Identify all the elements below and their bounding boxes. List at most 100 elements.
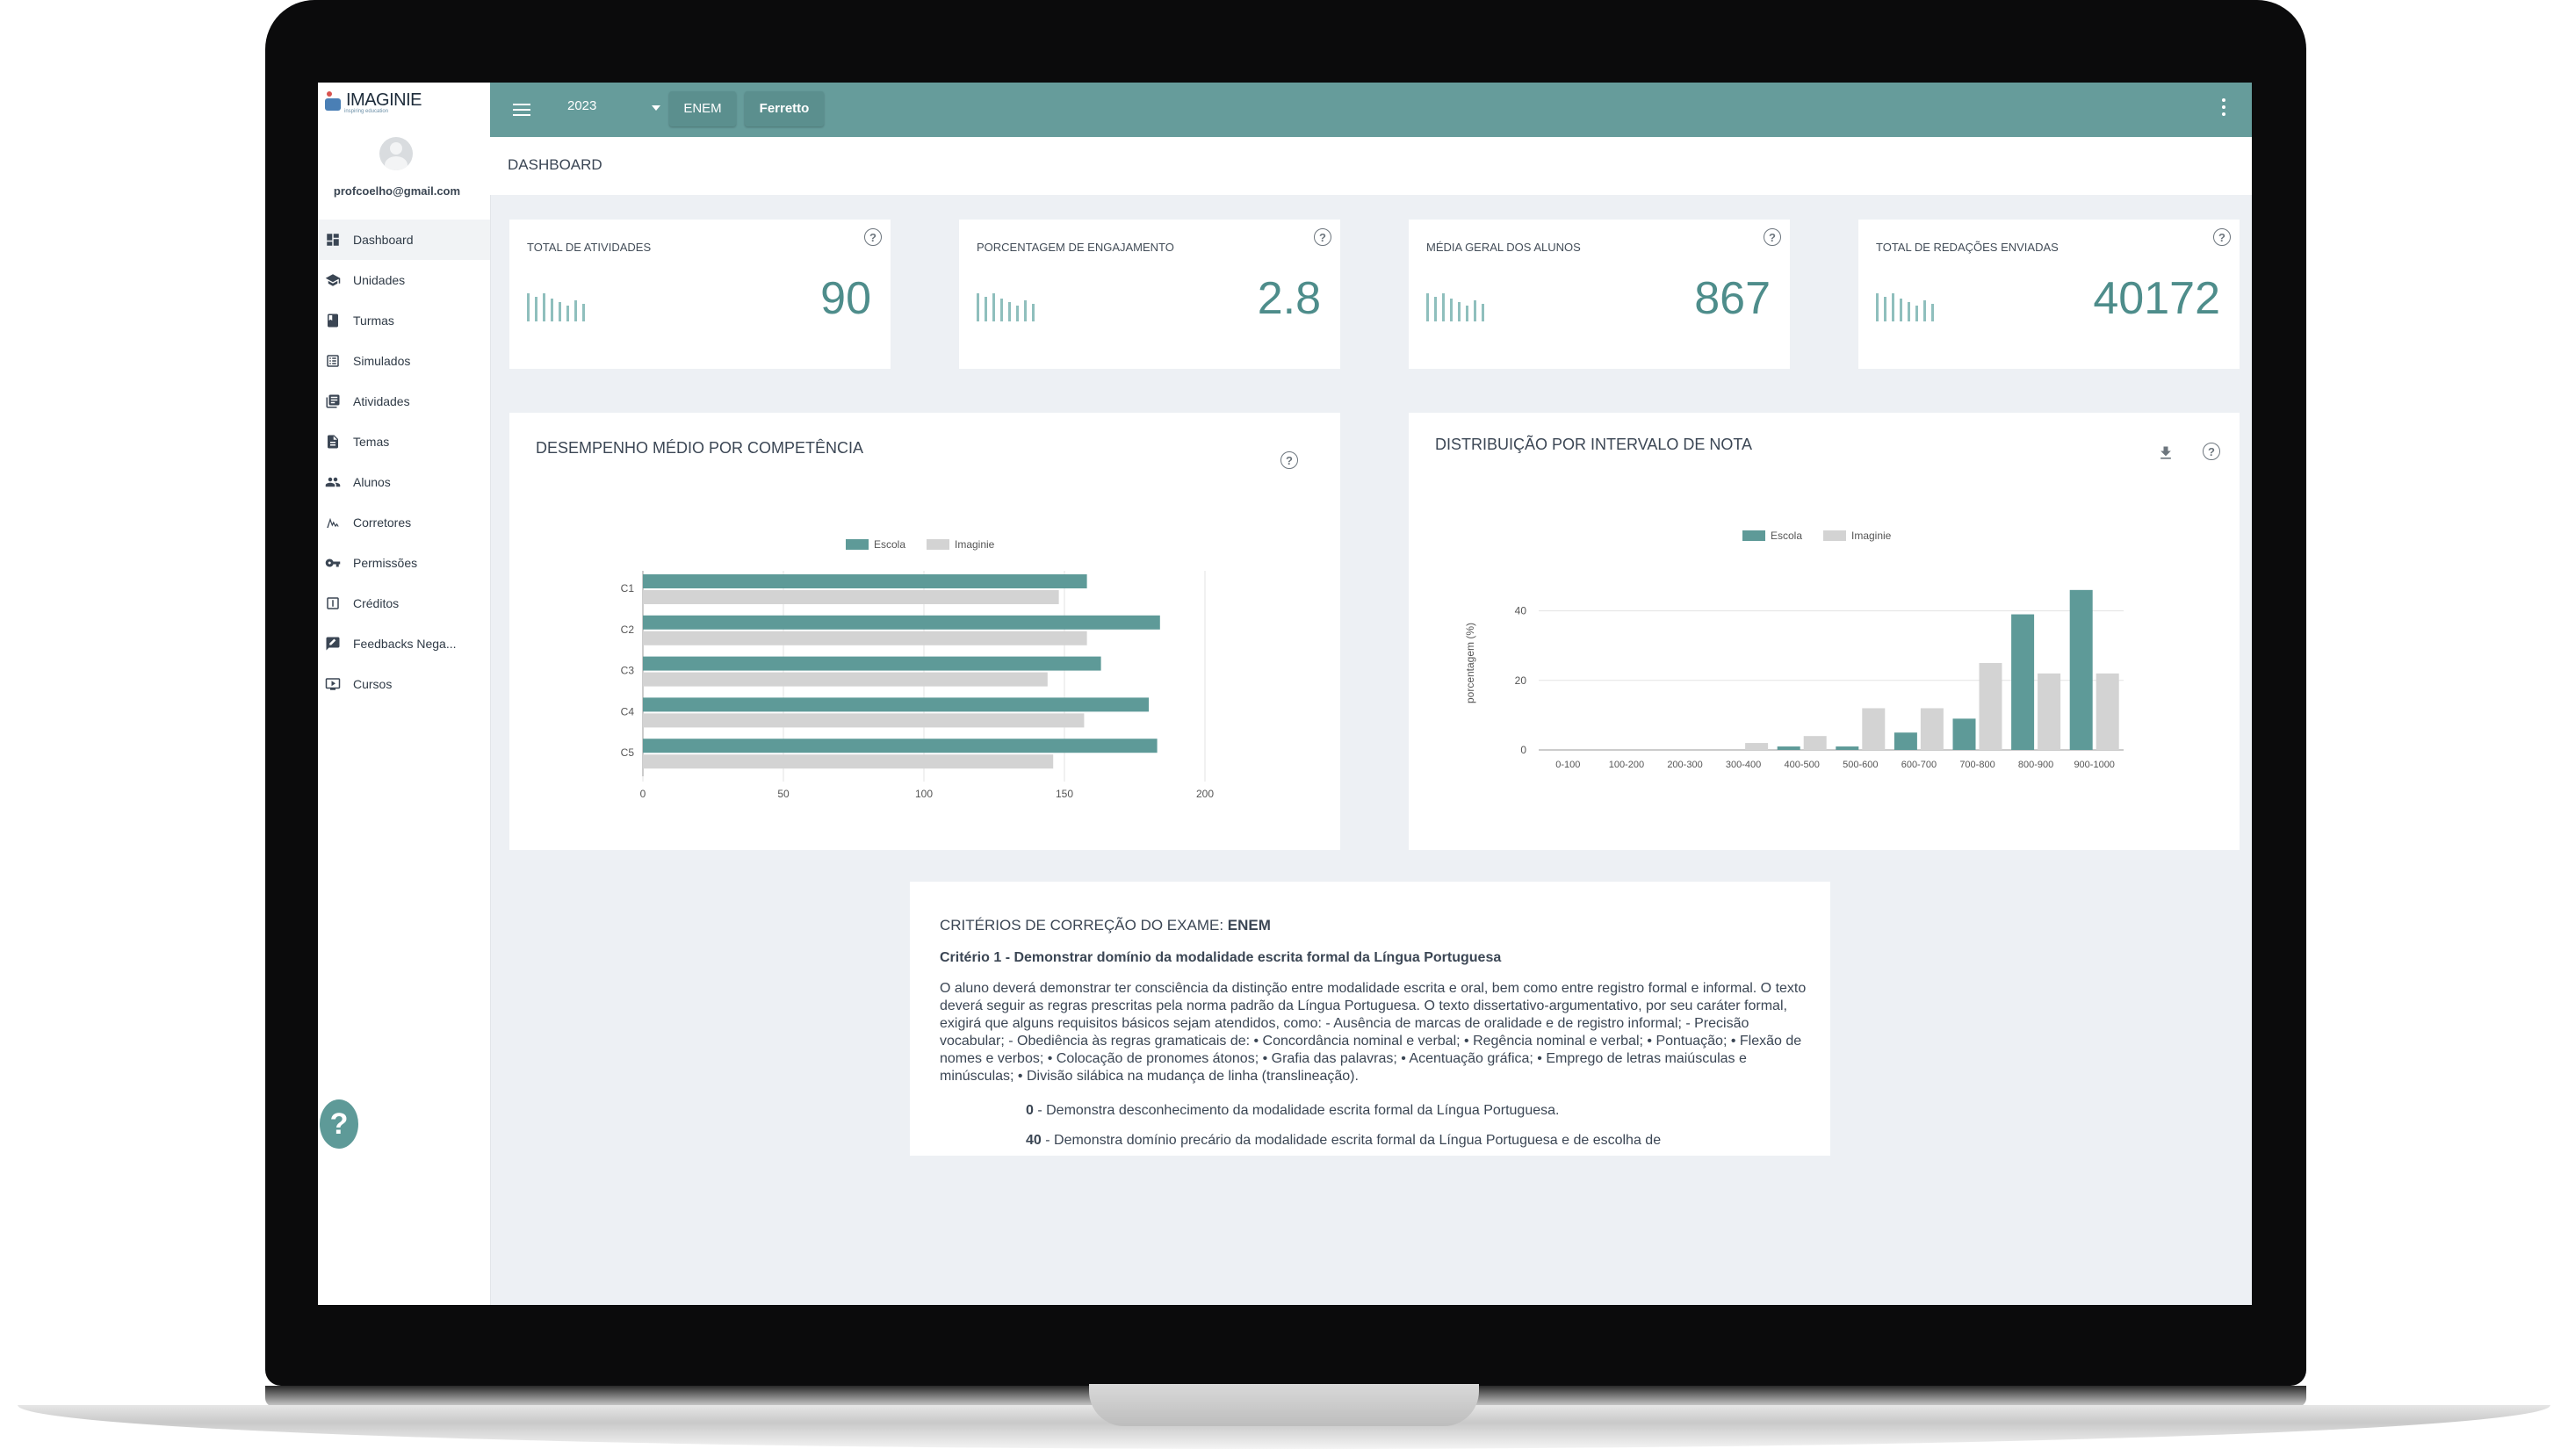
sidebar: IMAGINIE inspiring education profcoelho@… xyxy=(318,83,491,1305)
chart-card-competencia: DESEMPENHO MÉDIO POR COMPETÊNCIA ? Escol… xyxy=(509,413,1340,850)
x-tick-label: 400-500 xyxy=(1785,760,1820,770)
user-email: profcoelho@gmail.com xyxy=(333,184,461,198)
criterion-description: O aluno deverá demonstrar ter consciênci… xyxy=(940,981,1807,1084)
x-tick-label: 50 xyxy=(777,788,790,800)
x-tick-label: 600-700 xyxy=(1901,760,1937,770)
bar-imaginie xyxy=(2038,673,2061,750)
y-tick-label: 20 xyxy=(1515,674,1527,687)
help-circle-icon[interactable]: ? xyxy=(1314,228,1331,246)
menu-icon[interactable] xyxy=(513,100,530,118)
sidebar-item-label: Dashboard xyxy=(353,233,414,247)
chart-card-distribuicao: DISTRIBUIÇÃO POR INTERVALO DE NOTA ? Esc… xyxy=(1409,413,2240,850)
bar-imaginie xyxy=(2096,673,2119,750)
page-header: DASHBOARD xyxy=(490,137,2252,195)
video-icon xyxy=(325,678,341,690)
sparkline-icon xyxy=(1876,292,1939,321)
bar-escola xyxy=(1836,746,1859,750)
sparkline-icon xyxy=(527,292,590,321)
sidebar-item-cursos[interactable]: Cursos xyxy=(318,664,490,704)
document-icon xyxy=(328,435,338,449)
stat-title: MÉDIA GERAL DOS ALUNOS xyxy=(1426,241,1581,254)
x-tick-label: 100 xyxy=(915,788,933,800)
sidebar-item-label: Feedbacks Nega... xyxy=(353,637,457,651)
x-tick-label: 0 xyxy=(640,788,646,800)
sidebar-item-label: Temas xyxy=(353,435,390,449)
sidebar-item-label: Unidades xyxy=(353,273,406,287)
level-text: - Demonstra domínio precário da modalida… xyxy=(1041,1133,1662,1148)
chart-title: DESEMPENHO MÉDIO POR COMPETÊNCIA xyxy=(536,439,864,457)
help-circle-icon[interactable]: ? xyxy=(2213,228,2231,246)
x-tick-label: 100-200 xyxy=(1609,760,1644,770)
sidebar-item-unidades[interactable]: Unidades xyxy=(318,260,490,300)
chart-title: DISTRIBUIÇÃO POR INTERVALO DE NOTA xyxy=(1435,436,1753,453)
app-screen: IMAGINIE inspiring education profcoelho@… xyxy=(318,83,2252,1305)
sidebar-item-atividades[interactable]: Atividades xyxy=(318,381,490,422)
logo[interactable]: IMAGINIE xyxy=(325,91,422,116)
sidebar-item-permissoes[interactable]: Permissões xyxy=(318,543,490,583)
bar-imaginie xyxy=(643,754,1054,769)
stat-value: 40172 xyxy=(2093,273,2220,324)
bar-escola xyxy=(1894,732,1917,750)
sidebar-item-label: Simulados xyxy=(353,354,411,368)
sidebar-item-label: Atividades xyxy=(353,394,410,408)
sidebar-item-creditos[interactable]: Créditos xyxy=(318,583,490,623)
download-icon[interactable] xyxy=(2157,443,2175,464)
stat-value: 90 xyxy=(820,273,871,324)
bar-escola xyxy=(2011,614,2035,750)
help-circle-icon[interactable]: ? xyxy=(1764,228,1781,246)
avatar[interactable] xyxy=(379,137,413,170)
criteria-exam-name: ENEM xyxy=(1227,917,1271,933)
bar-imaginie xyxy=(1979,663,2002,750)
sidebar-item-simulados[interactable]: Simulados xyxy=(318,341,490,381)
bar-escola xyxy=(1777,746,1800,750)
help-button[interactable]: ? xyxy=(320,1099,358,1149)
school-button[interactable]: Ferretto xyxy=(745,91,824,126)
criteria-heading: CRITÉRIOS DE CORREÇÃO DO EXAME: ENEM xyxy=(940,917,1271,934)
chevron-down-icon[interactable] xyxy=(652,105,660,111)
bar-imaginie xyxy=(643,590,1059,604)
sidebar-item-dashboard[interactable]: Dashboard xyxy=(318,220,490,260)
bar-imaginie xyxy=(643,713,1085,728)
legend-swatch xyxy=(1742,530,1765,541)
logo-tagline: inspiring education xyxy=(344,109,389,114)
more-options-icon[interactable] xyxy=(2222,98,2227,119)
legend-swatch xyxy=(927,539,949,550)
competencia-chart: Escola Imaginie 0 50 100 150 200 C1 C2 C3 C4 C5 xyxy=(621,538,1215,800)
bar-escola xyxy=(643,656,1101,671)
help-circle-icon[interactable]: ? xyxy=(2203,443,2220,460)
x-tick-label: 200 xyxy=(1196,788,1214,800)
help-circle-icon[interactable]: ? xyxy=(1280,451,1298,469)
top-bar: 2023 ENEM Ferretto xyxy=(490,83,2252,137)
distribuicao-chart: Escola Imaginie 0 20 40 porcentagem (%) 0-100 1… xyxy=(1464,530,2124,770)
level-score: 0 xyxy=(1026,1103,1034,1118)
stat-card-redacoes: TOTAL DE REDAÇÕES ENVIADAS ? 40172 xyxy=(1858,220,2240,369)
year-select-value[interactable]: 2023 xyxy=(567,98,597,113)
sidebar-item-turmas[interactable]: Turmas xyxy=(318,300,490,341)
sidebar-item-corretores[interactable]: Corretores xyxy=(318,502,490,543)
x-tick-label: 150 xyxy=(1056,788,1073,800)
exam-button[interactable]: ENEM xyxy=(669,91,736,126)
feedback-icon xyxy=(326,637,340,651)
logo-text: IMAGINIE xyxy=(346,90,422,110)
stat-value: 867 xyxy=(1694,273,1771,324)
x-tick-label: 300-400 xyxy=(1726,760,1761,770)
help-circle-icon[interactable]: ? xyxy=(864,228,882,246)
bar-imaginie xyxy=(643,672,1048,687)
dashboard-icon xyxy=(327,234,339,246)
bar-imaginie xyxy=(1803,736,1827,750)
level-text: - Demonstra desconhecimento da modalidad… xyxy=(1033,1103,1560,1118)
sidebar-item-label: Turmas xyxy=(353,314,394,328)
key-icon xyxy=(325,559,341,567)
legend-label: Escola xyxy=(874,538,905,551)
sidebar-item-label: Cursos xyxy=(353,677,393,691)
x-tick-label: 500-600 xyxy=(1843,760,1878,770)
bar-escola xyxy=(1952,718,1976,750)
sidebar-item-alunos[interactable]: Alunos xyxy=(318,462,490,502)
sidebar-item-temas[interactable]: Temas xyxy=(318,422,490,462)
signature-icon xyxy=(327,517,339,528)
bar-escola xyxy=(2069,589,2093,750)
sidebar-item-feedbacks[interactable]: Feedbacks Nega... xyxy=(318,623,490,664)
criterion-level: 40 - Demonstra domínio precário da modal… xyxy=(1026,1133,1661,1149)
bar-imaginie xyxy=(1862,708,1886,750)
criteria-panel: CRITÉRIOS DE CORREÇÃO DO EXAME: ENEM Cri… xyxy=(910,882,1830,1156)
